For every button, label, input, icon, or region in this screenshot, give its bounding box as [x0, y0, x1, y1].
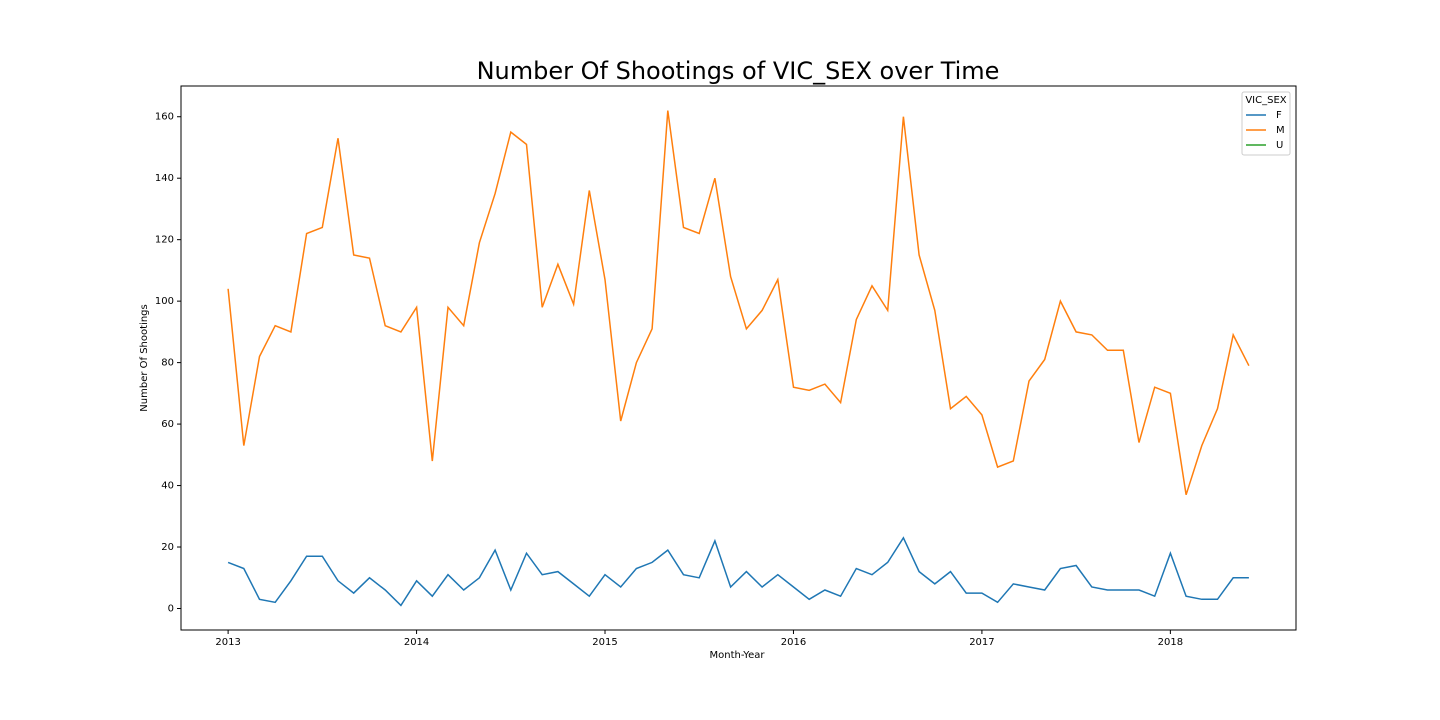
chart-title: Number Of Shootings of VIC_SEX over Time — [477, 57, 1000, 85]
x-tick-label: 2015 — [592, 637, 617, 648]
x-tick-label: 2014 — [404, 637, 429, 648]
legend-title: VIC_SEX — [1245, 95, 1286, 106]
x-tick-label: 2013 — [215, 637, 240, 648]
x-tick-label: 2018 — [1158, 637, 1183, 648]
legend-box — [1241, 91, 1291, 156]
x-tick-label: 2017 — [969, 637, 994, 648]
x-tick-label: 2016 — [781, 637, 806, 648]
y-axis-label: Number Of Shootings — [139, 304, 150, 411]
y-tick-label: 160 — [155, 112, 174, 123]
legend-label: M — [1276, 125, 1285, 136]
legend-label: U — [1276, 140, 1283, 151]
y-tick-label: 20 — [161, 542, 174, 553]
y-tick-label: 0 — [168, 603, 174, 614]
plot-frame — [180, 85, 1297, 631]
x-axis-label: Month-Year — [710, 650, 766, 661]
y-tick-label: 40 — [161, 481, 174, 492]
line-series — [227, 536, 1249, 607]
y-tick-label: 100 — [155, 296, 174, 307]
y-tick-label: 60 — [161, 419, 174, 430]
y-tick-label: 120 — [155, 235, 174, 246]
line-series — [227, 110, 1250, 496]
y-tick-label: 80 — [161, 358, 174, 369]
y-tick-label: 140 — [155, 173, 174, 184]
legend-label: F — [1276, 110, 1282, 121]
